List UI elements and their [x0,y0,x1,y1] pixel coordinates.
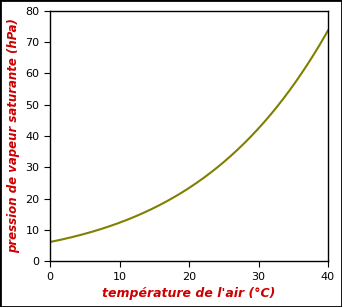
Y-axis label: pression de vapeur saturante (hPa): pression de vapeur saturante (hPa) [7,19,20,254]
X-axis label: température de l'air (°C): température de l'air (°C) [102,287,276,300]
